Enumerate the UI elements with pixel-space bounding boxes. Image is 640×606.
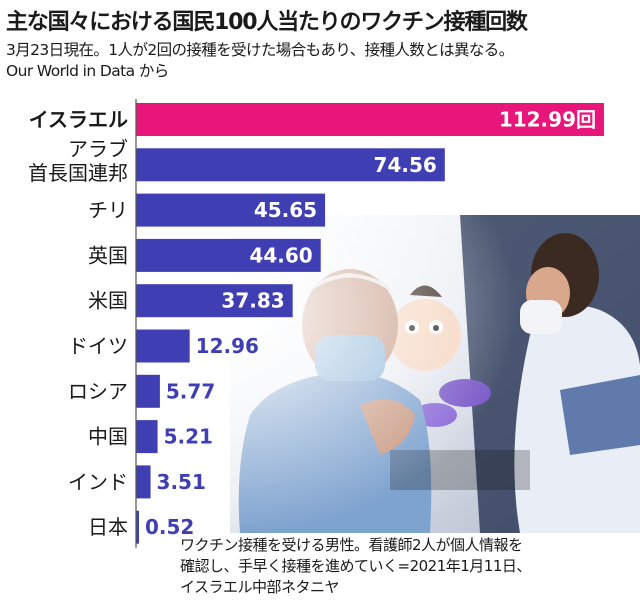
subtitle-line: 3月23日現在。1人が2回の接種を受けた場合もあり、接種人数とは異なる。 [6, 41, 514, 59]
caption-line: ワクチン接種を受ける男性。看護師2人が個人情報を [180, 536, 523, 554]
category-label-1: 首長国連邦 [28, 161, 128, 185]
bar-3 [136, 238, 321, 272]
category-label-4: 米国 [88, 289, 128, 313]
bar-9 [136, 510, 139, 544]
chart-subtitle: 3月23日現在。1人が2回の接種を受けた場合もあり、接種人数とは異なる。 Our… [6, 40, 636, 82]
bar-6 [136, 374, 160, 408]
bar-2 [136, 193, 326, 227]
category-label-1: アラブ [68, 137, 128, 161]
bar-4 [136, 284, 293, 318]
value-label-7: 5.21 [164, 425, 213, 449]
value-label-0: 112.99回 [499, 108, 596, 132]
bar-5 [136, 329, 190, 363]
photo-caption: ワクチン接種を受ける男性。看護師2人が個人情報を 確認し、手早く接種を進めていく… [180, 535, 638, 598]
bar-1 [136, 148, 445, 182]
value-label-4: 37.83 [221, 289, 284, 313]
category-label-7: 中国 [88, 425, 128, 449]
vaccination-photo [230, 215, 640, 533]
category-label-2: チリ [88, 198, 128, 222]
category-label-8: インド [68, 470, 128, 494]
bar-8 [136, 465, 151, 499]
caption-line: 確認し、手早く接種を進めていく=2021年1月11日、 [180, 557, 531, 575]
value-label-8: 3.51 [157, 470, 206, 494]
bar-0 [136, 103, 604, 136]
subtitle-source-line: Our World in Data から [6, 62, 169, 80]
category-label-5: ドイツ [68, 334, 128, 358]
category-label-0: イスラエル [29, 108, 128, 132]
category-label-6: ロシア [68, 379, 128, 403]
value-label-6: 5.77 [166, 379, 215, 403]
caption-line: イスラエル中部ネタニヤ [180, 578, 340, 596]
value-label-2: 45.65 [254, 198, 317, 222]
bar-7 [136, 420, 158, 454]
category-label-9: 日本 [88, 515, 128, 539]
value-label-1: 74.56 [374, 153, 437, 177]
value-label-9: 0.52 [145, 515, 194, 539]
category-label-3: 英国 [88, 243, 128, 267]
value-label-5: 12.96 [196, 334, 259, 358]
chart-title: 主な国々における国民100人当たりのワクチン接種回数 [6, 10, 528, 35]
value-label-3: 44.60 [249, 243, 312, 267]
